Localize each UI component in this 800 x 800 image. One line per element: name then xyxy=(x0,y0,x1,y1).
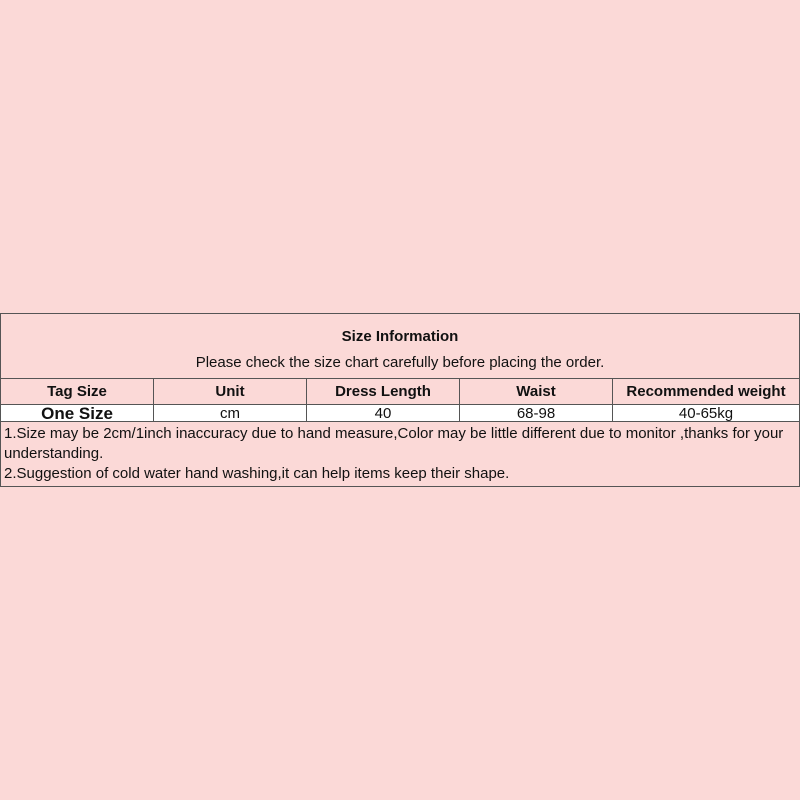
table-title: Size Information xyxy=(341,328,459,345)
title-block: Size Information Please check the size c… xyxy=(1,314,799,379)
table-row: One Size cm 40 68-98 40-65kg xyxy=(1,405,799,422)
cell-tag-size: One Size xyxy=(1,405,154,421)
header-unit: Unit xyxy=(154,379,307,404)
notes-block: 1.Size may be 2cm/1inch inaccuracy due t… xyxy=(1,422,799,486)
header-dress-length: Dress Length xyxy=(307,379,460,404)
table-subtitle: Please check the size chart carefully be… xyxy=(195,354,605,371)
cell-unit: cm xyxy=(154,405,307,421)
header-recommended-weight: Recommended weight xyxy=(626,383,786,400)
header-row: Tag Size Unit Dress Length Waist Recomme… xyxy=(1,379,799,405)
cell-recommended-weight: 40-65kg xyxy=(678,405,734,421)
note-1: 1.Size may be 2cm/1inch inaccuracy due t… xyxy=(4,425,784,462)
cell-waist: 68-98 xyxy=(460,405,613,421)
header-waist: Waist xyxy=(460,379,613,404)
note-2: 2.Suggestion of cold water hand washing,… xyxy=(4,465,510,482)
cell-dress-length: 40 xyxy=(307,405,460,421)
header-tag-size: Tag Size xyxy=(1,379,154,404)
size-chart-table: Size Information Please check the size c… xyxy=(0,313,800,487)
